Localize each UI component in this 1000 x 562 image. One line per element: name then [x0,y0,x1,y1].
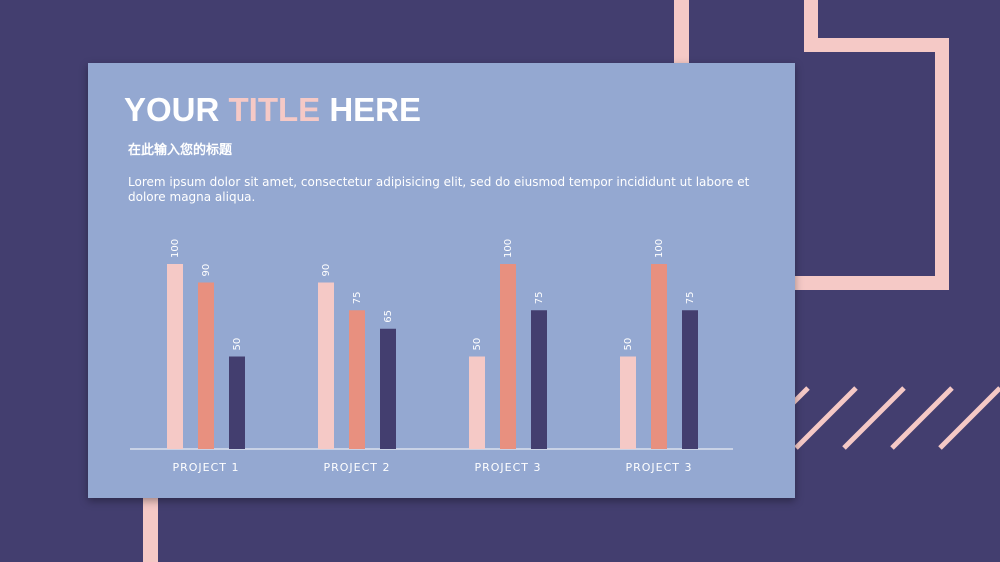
decor-stripe-top [674,0,689,68]
data-label: 75 [352,292,363,305]
bar [469,356,485,449]
category-label: PROJECT 2 [323,461,390,474]
data-label: 75 [534,292,545,305]
data-label: 90 [201,264,212,277]
data-label: 50 [472,338,483,351]
data-label: 100 [503,239,514,258]
decor-bracket-top-bar [804,38,949,52]
page-title: YOUR TITLE HERE [124,91,421,129]
data-label: 65 [383,310,394,323]
category-label: PROJECT 1 [172,461,239,474]
data-label: 50 [623,338,634,351]
title-part-3: HERE [329,91,422,128]
bar [380,328,396,449]
data-label: 75 [685,292,696,305]
content-card: YOUR TITLE HERE 在此输入您的标题 Lorem ipsum dol… [88,63,795,498]
bar-chart: 100 90 50 PROJECT 1 90 75 65 PROJECT 2 50 100 75 PR… [130,239,733,474]
data-label: 90 [321,264,332,277]
bar [318,282,334,449]
decor-diagonal-line [794,386,858,450]
bar [531,310,547,449]
decor-bracket-bottom [790,276,949,290]
bar [198,282,214,449]
category-label: PROJECT 3 [474,461,541,474]
bar [500,264,516,449]
page-subtitle: 在此输入您的标题 [128,143,233,158]
decor-diagonal-line [842,386,906,450]
bar [682,310,698,449]
decor-diagonal-line [938,386,1000,450]
decor-bracket-right [935,38,949,290]
data-label: 50 [232,338,243,351]
decor-diagonal-line [890,386,954,450]
title-accent: TITLE [228,91,321,128]
data-label: 100 [170,239,181,258]
data-label: 100 [654,239,665,258]
body-text: Lorem ipsum dolor sit amet, consectetur … [128,175,750,204]
bar [229,356,245,449]
category-label: PROJECT 3 [625,461,692,474]
bar [167,264,183,449]
bar [651,264,667,449]
bar [620,356,636,449]
title-part-1: YOUR [124,91,220,128]
decor-stripe-bottom [143,495,158,562]
bar [349,310,365,449]
